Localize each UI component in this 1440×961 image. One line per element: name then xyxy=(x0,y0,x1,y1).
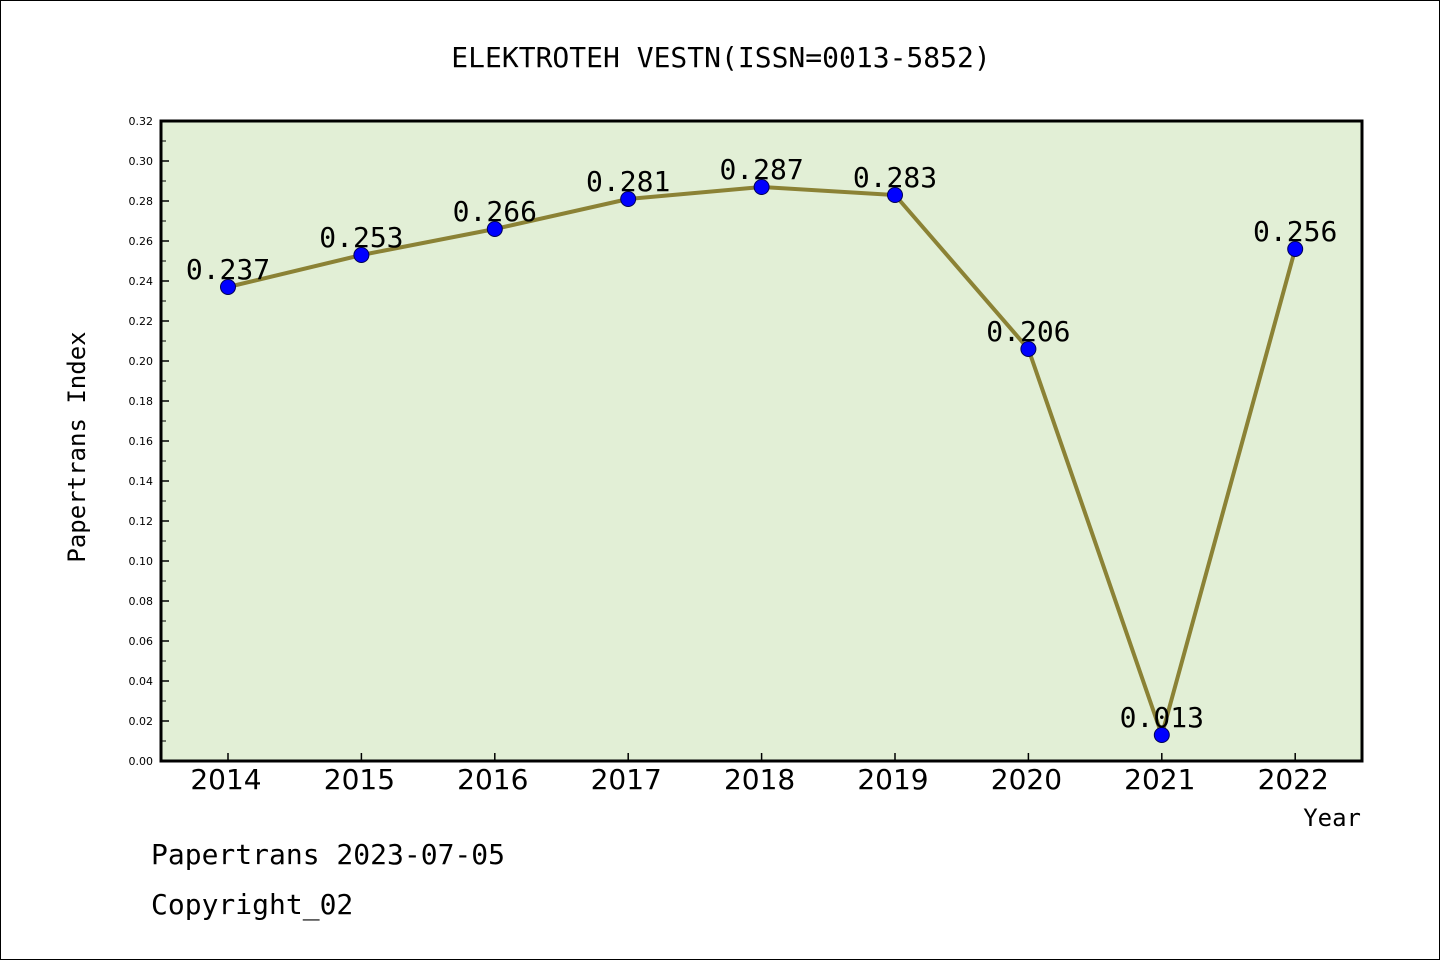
x-axis-label: Year xyxy=(1303,804,1361,832)
data-points xyxy=(220,179,1304,743)
x-tick-label: 2021 xyxy=(1124,763,1195,796)
plot-area xyxy=(161,121,1362,761)
x-tick-label: 2019 xyxy=(857,763,928,796)
x-tick-label: 2022 xyxy=(1258,763,1329,796)
data-labels: 0.237 0.253 0.266 0.281 0.287 0.283 0.206 0.013… xyxy=(186,153,1337,734)
footer-copyright: Copyright_02 xyxy=(151,888,353,922)
chart-title: ELEKTROTEH VESTN(ISSN=0013-5852) xyxy=(451,41,990,74)
y-tick-label: 0.32 xyxy=(129,115,154,128)
y-tick-label: 0.20 xyxy=(129,355,154,368)
y-tick-label: 0.06 xyxy=(129,635,154,648)
data-point xyxy=(1287,241,1304,257)
data-point xyxy=(353,247,370,263)
y-tick-label: 0.14 xyxy=(129,475,154,488)
data-point xyxy=(887,187,903,203)
data-label: 0.281 xyxy=(586,165,670,198)
x-tick-label: 2016 xyxy=(457,763,528,796)
data-point xyxy=(1153,727,1170,743)
data-label: 0.237 xyxy=(186,253,270,286)
y-tick-label: 0.00 xyxy=(129,755,154,768)
y-tick-label: 0.18 xyxy=(129,395,154,408)
x-tick-label: 2014 xyxy=(190,763,261,796)
data-label: 0.013 xyxy=(1120,701,1204,734)
y-tick-label: 0.08 xyxy=(129,595,154,608)
y-tick-label: 0.30 xyxy=(129,155,154,168)
y-tick-label: 0.02 xyxy=(129,715,154,728)
y-axis-label: Papertrans Index xyxy=(63,331,91,562)
data-label: 0.256 xyxy=(1253,215,1337,248)
data-point xyxy=(486,221,503,237)
x-tick-label: 2015 xyxy=(324,763,395,796)
y-tick-labels: 0.00 0.02 0.04 0.06 0.08 0.10 0.12 0.14 0.16 0.18… xyxy=(129,115,154,768)
y-tick-label: 0.04 xyxy=(129,675,154,688)
y-tick-label: 0.26 xyxy=(129,235,154,248)
data-point xyxy=(620,191,637,207)
data-point xyxy=(1020,341,1037,357)
y-tick-label: 0.24 xyxy=(129,275,154,288)
data-point xyxy=(753,179,770,195)
footer-date: Papertrans 2023-07-05 xyxy=(151,838,505,871)
data-label: 0.266 xyxy=(453,195,537,228)
y-tick-label: 0.16 xyxy=(129,435,154,448)
data-label: 0.253 xyxy=(319,221,403,254)
x-tick-label: 2017 xyxy=(591,763,662,796)
x-tick-label: 2020 xyxy=(991,763,1062,796)
x-tick-labels: 2014 2015 2016 2017 2018 2019 2020 2021 2022 xyxy=(190,763,1328,796)
plot-frame xyxy=(159,119,1364,763)
data-label: 0.287 xyxy=(719,153,803,186)
y-tick-label: 0.10 xyxy=(129,555,154,568)
x-tick-label: 2018 xyxy=(724,763,795,796)
data-label: 0.283 xyxy=(853,161,937,194)
data-label: 0.206 xyxy=(986,315,1070,348)
y-tick-label: 0.28 xyxy=(129,195,154,208)
y-tick-label: 0.12 xyxy=(129,515,154,528)
data-point xyxy=(220,279,236,295)
y-tick-label: 0.22 xyxy=(129,315,154,328)
